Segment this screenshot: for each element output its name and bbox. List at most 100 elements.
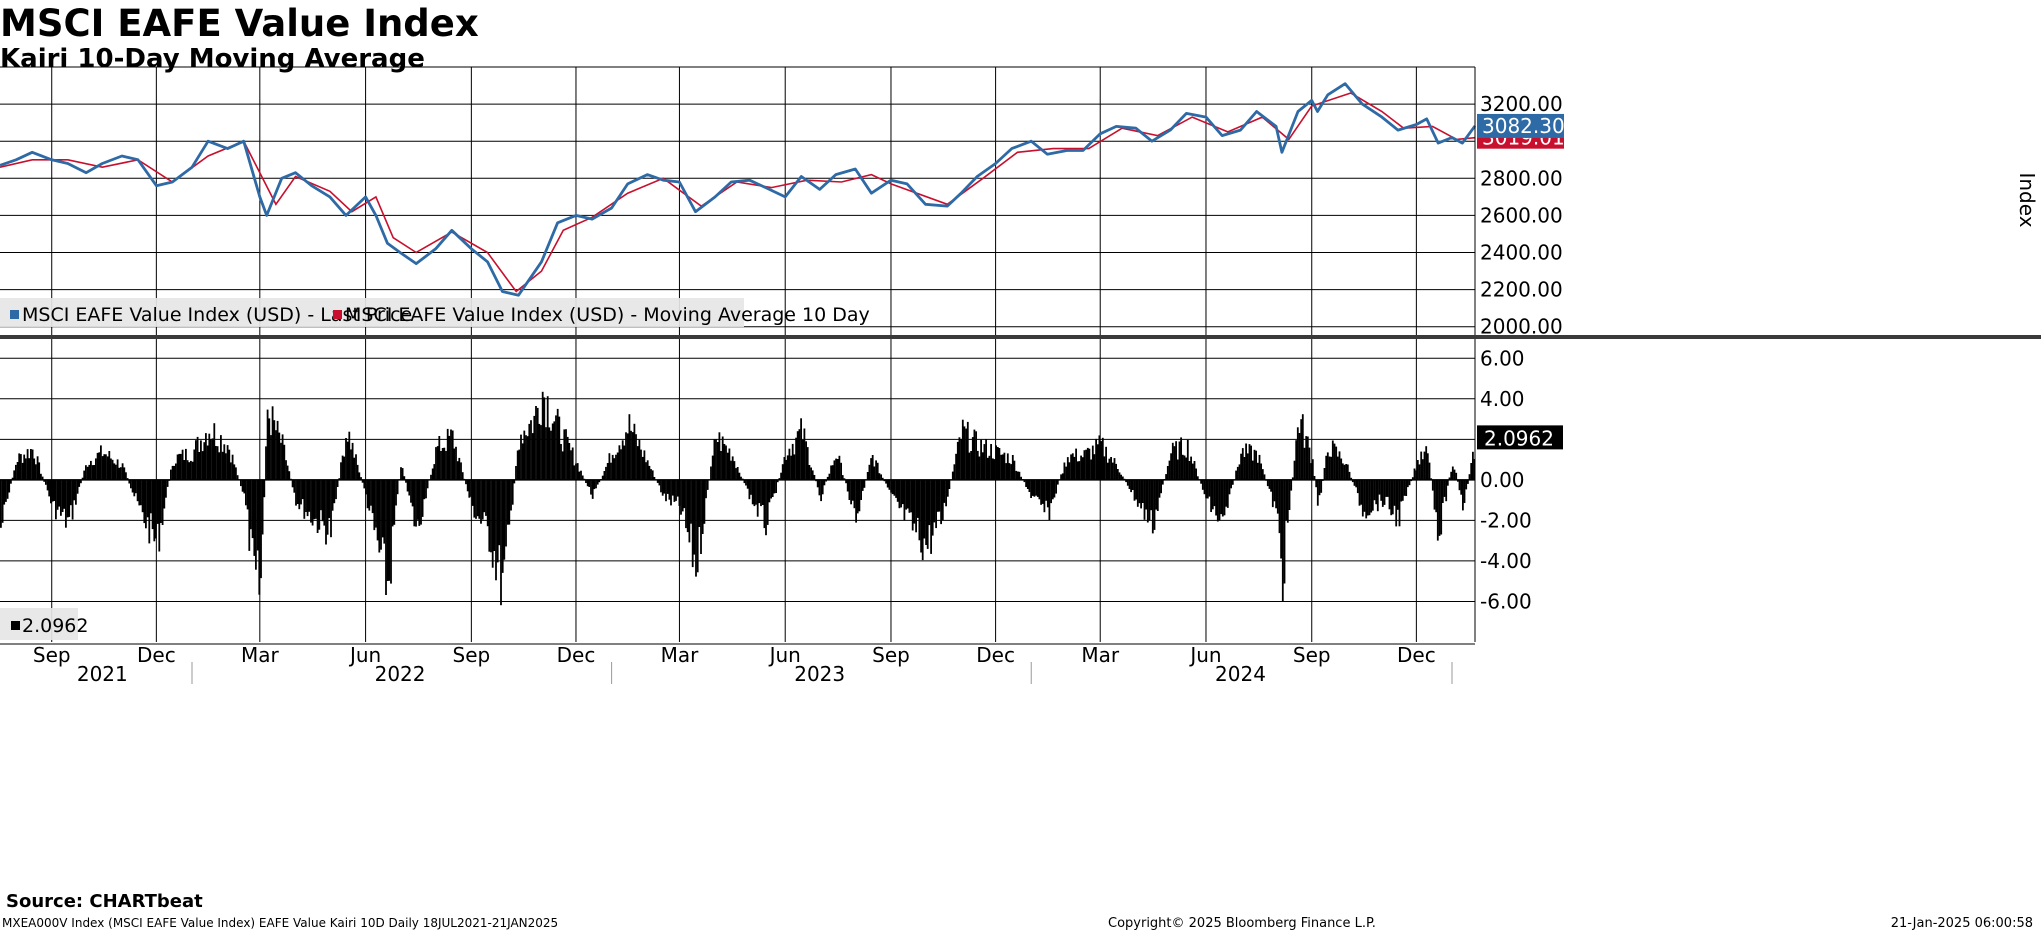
kairi-bar: [96, 452, 99, 480]
kairi-bar: [815, 479, 817, 482]
kairi-bar: [1303, 447, 1306, 480]
kairi-bar: [953, 464, 956, 480]
kairi-bar: [893, 479, 896, 496]
kairi-bar: [1378, 479, 1381, 495]
legend-label-last-price: MSCI EAFE Value Index (USD) - Last Price: [22, 304, 412, 326]
kairi-bar: [1423, 451, 1426, 480]
kairi-bar: [231, 454, 234, 480]
kairi-bar: [13, 470, 16, 480]
kairi-bar: [1433, 479, 1436, 510]
kairi-bar: [1356, 479, 1359, 494]
x-tick-label: Dec: [1397, 643, 1436, 667]
kairi-bar: [178, 453, 181, 480]
kairi-bar: [738, 472, 741, 480]
kairi-bar: [845, 479, 847, 484]
kairi-bar: [213, 423, 216, 480]
kairi-bar: [1401, 479, 1404, 501]
kairi-bar: [126, 478, 129, 480]
kairi-bar: [1328, 456, 1331, 480]
kairi-bar: [35, 464, 37, 480]
kairi-bar: [433, 464, 436, 480]
kairi-bar: [661, 479, 664, 496]
year-label: 2022: [375, 662, 426, 686]
kairi-bar: [190, 460, 192, 480]
kairi-bar: [286, 465, 289, 480]
kairi-bar: [1108, 458, 1111, 480]
kairi-bar: [1081, 457, 1084, 480]
kairi-bar: [1413, 468, 1416, 480]
kairi-bar: [1457, 479, 1459, 482]
kairi-bar: [785, 459, 787, 480]
kairi-bar: [846, 479, 849, 492]
kairi-bar: [346, 441, 349, 480]
kairi-bar: [113, 463, 116, 480]
kairi-bar: [420, 479, 422, 525]
kairi-bar: [913, 479, 916, 524]
kairi-bar: [1458, 479, 1461, 491]
kairi-bar: [908, 479, 911, 513]
kairi-bar: [1058, 479, 1061, 481]
kairi-y-tick-label: 0.00: [1480, 468, 1525, 492]
kairi-bar: [1263, 474, 1266, 480]
kairi-bar: [1208, 479, 1211, 497]
kairi-bar: [380, 479, 382, 550]
x-tick-label: Jun: [1188, 643, 1221, 667]
kairi-bar: [1280, 479, 1282, 559]
kairi-bar: [1388, 479, 1391, 510]
kairi-bar: [621, 440, 624, 480]
moving-average-line: [0, 92, 1476, 293]
kairi-bar: [718, 432, 721, 480]
kairi-bar: [166, 479, 169, 487]
kairi-bar: [1235, 470, 1237, 480]
kairi-bar: [1031, 479, 1034, 496]
kairi-bar: [891, 479, 894, 495]
kairi-bar: [1398, 479, 1401, 527]
kairi-bar: [713, 439, 716, 480]
kairi-bar: [888, 479, 891, 490]
kairi-bar: [478, 479, 481, 519]
kairi-bar: [390, 479, 392, 584]
kairi-bar: [250, 479, 252, 530]
kairi-bar: [1055, 479, 1057, 494]
kairi-y-tick-label: 4.00: [1480, 387, 1525, 411]
kairi-bar: [746, 479, 749, 489]
kairi-bar: [308, 479, 311, 512]
kairi-bar: [258, 479, 261, 595]
kairi-y-tick-label: 6.00: [1480, 346, 1525, 370]
legend-swatch-moving-average: [333, 310, 342, 319]
kairi-bar: [321, 479, 324, 522]
price-y-tick-label: 2200.00: [1480, 278, 1563, 302]
kairi-bar: [173, 465, 176, 480]
kairi-bar: [121, 463, 124, 480]
kairi-bar: [38, 462, 41, 480]
kairi-bar: [141, 479, 144, 513]
price-y-tick-label: 3200.00: [1480, 92, 1563, 116]
kairi-bar: [345, 438, 347, 480]
kairi-bar: [278, 432, 281, 480]
kairi-bar: [370, 479, 372, 506]
kairi-bar: [1335, 446, 1338, 480]
kairi-bar: [731, 456, 734, 480]
kairi-bar: [643, 450, 646, 480]
kairi-bar: [1415, 470, 1418, 480]
kairi-bar: [1375, 479, 1378, 505]
kairi-bar: [533, 415, 536, 480]
kairi-bar: [1438, 479, 1441, 536]
kairi-bar: [1033, 479, 1036, 497]
kairi-bar: [256, 479, 259, 551]
kairi-bar: [45, 479, 47, 485]
kairi-bar: [885, 479, 887, 484]
kairi-bar: [708, 479, 711, 481]
kairi-bar: [458, 457, 461, 480]
kairi-bar: [490, 479, 492, 553]
kairi-bar: [626, 433, 629, 480]
kairi-bar: [575, 463, 577, 480]
kairi-bar: [1231, 479, 1234, 485]
kairi-bar: [921, 479, 924, 561]
kairi-bar: [0, 479, 2, 528]
kairi-bar: [683, 479, 686, 509]
axis-layer: Sep Dec Mar Jun Sep Dec Mar Jun Sep Dec Mar Jun Sep D…: [0, 66, 2041, 686]
kairi-bar: [240, 479, 242, 487]
kairi-bar: [666, 479, 669, 494]
